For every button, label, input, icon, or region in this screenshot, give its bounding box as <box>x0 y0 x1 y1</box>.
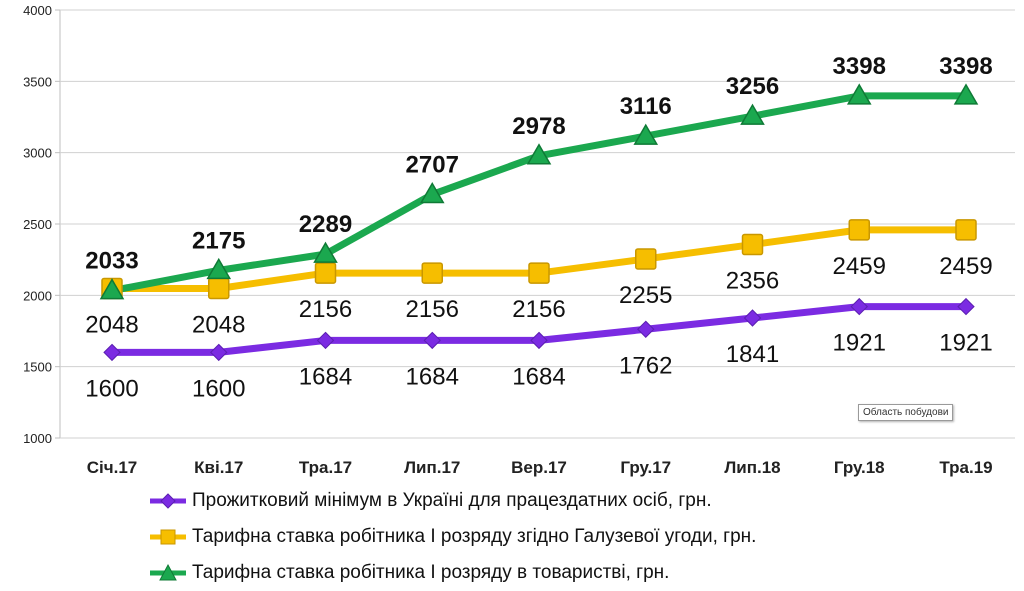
y-tick-label: 2500 <box>23 217 52 232</box>
data-point <box>637 320 655 338</box>
data-label: 2289 <box>299 211 352 238</box>
data-label: 2255 <box>619 282 672 309</box>
x-category-label: Тра.17 <box>299 458 352 477</box>
data-point <box>526 143 552 165</box>
data-label: 3116 <box>620 93 672 120</box>
x-category-label: Гру.17 <box>620 458 671 477</box>
diamond-line-icon <box>150 493 186 509</box>
legend-item-industry-rate[interactable]: Тарифна ставка робітника І розряду згідн… <box>148 519 756 555</box>
data-point <box>740 103 765 125</box>
x-category-label: Тра.19 <box>939 458 992 477</box>
data-point <box>633 123 659 145</box>
legend: Прожитковий мінімум в Україні для працез… <box>148 483 756 591</box>
data-point <box>314 262 337 284</box>
data-point <box>421 262 443 284</box>
data-point <box>210 343 228 362</box>
data-point <box>741 233 764 256</box>
data-point <box>846 83 872 105</box>
y-tick-label: 4000 <box>23 3 52 18</box>
data-label: 2459 <box>939 253 992 280</box>
data-label: 2156 <box>299 296 352 323</box>
data-point <box>530 331 548 350</box>
legend-label: Прожитковий мінімум в Україні для працез… <box>192 490 712 511</box>
y-tick-label: 3500 <box>23 74 52 89</box>
data-point <box>953 83 979 105</box>
data-point <box>316 331 335 350</box>
data-point <box>313 241 338 263</box>
legend-item-subsistence[interactable]: Прожитковий мінімум в Україні для працез… <box>148 483 756 519</box>
data-point <box>423 331 441 350</box>
data-label: 2175 <box>192 227 245 254</box>
data-label: 3398 <box>939 53 992 80</box>
x-category-label: Кві.17 <box>194 458 243 477</box>
data-point <box>743 309 762 327</box>
data-point <box>208 277 230 300</box>
series-markers <box>99 83 979 362</box>
data-label: 1921 <box>833 330 886 357</box>
x-axis-categories: Січ.17 Кві.17 Тра.17 Лип.17 Вер.17 Гру.17 Лип.… <box>87 458 993 477</box>
data-label: 2048 <box>85 311 138 338</box>
data-label: 2156 <box>512 296 565 323</box>
data-label: 1762 <box>619 352 672 379</box>
data-label: 2356 <box>726 268 779 295</box>
y-tick-label: 1000 <box>23 431 52 446</box>
data-point <box>103 343 121 362</box>
data-point <box>206 257 232 280</box>
legend-item-company-rate[interactable]: Тарифна ставка робітника І розряду в тов… <box>148 555 756 591</box>
y-tick-label: 1500 <box>23 360 52 375</box>
data-label: 1684 <box>406 363 459 390</box>
y-axis-ticks: 1000 1500 2000 2500 3000 3500 4000 <box>23 3 60 446</box>
data-label: 2459 <box>833 253 886 280</box>
data-label: 2978 <box>512 113 565 140</box>
y-tick-label: 2000 <box>23 288 52 303</box>
data-point <box>848 219 870 241</box>
data-label: 2033 <box>85 248 138 275</box>
data-label: 3398 <box>833 53 886 80</box>
data-point <box>957 297 975 316</box>
data-label: 1921 <box>939 330 992 357</box>
data-label: 2156 <box>406 296 459 323</box>
data-label: 1684 <box>299 363 352 390</box>
legend-label: Тарифна ставка робітника І розряду згідн… <box>192 526 757 547</box>
triangle-line-icon <box>150 563 186 581</box>
x-category-label: Лип.17 <box>404 458 460 477</box>
x-category-label: Січ.17 <box>87 458 138 477</box>
data-point <box>528 262 550 284</box>
data-point <box>850 297 868 316</box>
data-label: 2048 <box>192 311 245 338</box>
plot-area-tooltip: Область побудови <box>858 404 954 421</box>
data-labels: 1600 1600 1684 1684 1684 1762 1841 1921 1921 2048… <box>85 53 992 403</box>
y-tick-label: 3000 <box>23 146 52 161</box>
data-point <box>955 219 977 241</box>
square-line-icon <box>150 529 186 545</box>
data-point <box>419 181 445 204</box>
data-label: 3256 <box>726 73 779 100</box>
data-label: 1684 <box>512 363 565 390</box>
data-label: 1841 <box>726 341 779 368</box>
data-label: 1600 <box>192 375 245 402</box>
data-label: 2707 <box>406 151 459 178</box>
x-category-label: Вер.17 <box>511 458 567 477</box>
data-label: 1600 <box>85 375 138 402</box>
x-category-label: Гру.18 <box>834 458 885 477</box>
data-point <box>635 248 657 270</box>
x-category-label: Лип.18 <box>724 458 780 477</box>
legend-label: Тарифна ставка робітника І розряду в тов… <box>192 562 670 583</box>
data-point <box>99 278 125 300</box>
